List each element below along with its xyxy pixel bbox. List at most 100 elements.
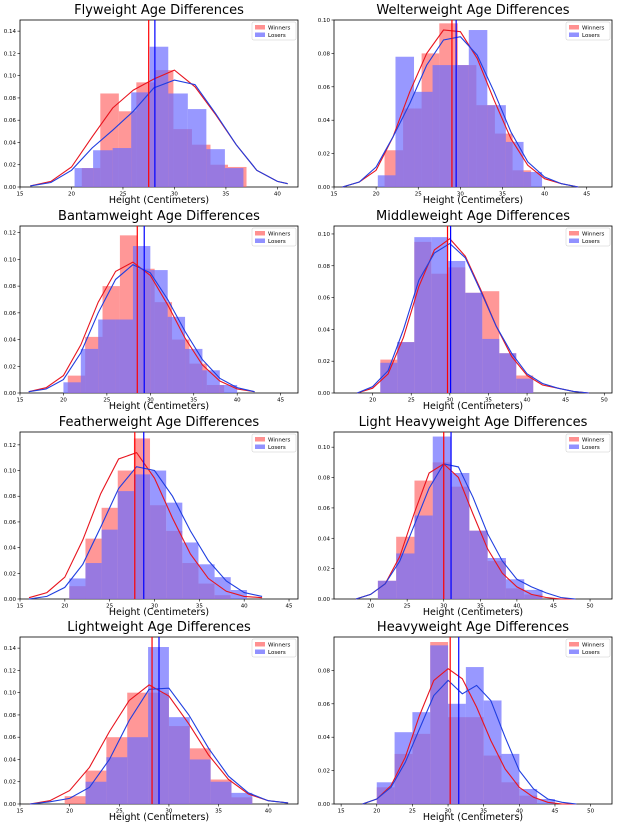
x-tick-label: 20 <box>369 398 376 404</box>
chart-panel: Light Heavyweight Age Differences 20 25 30 3… <box>314 412 619 618</box>
losers-kde-line <box>355 463 576 600</box>
legend-winners-label: Winners <box>582 642 604 648</box>
y-tick-label: 0.00 <box>318 185 331 191</box>
losers-bar <box>80 348 99 393</box>
losers-bar <box>74 168 94 187</box>
y-tick-label: 0.04 <box>4 338 17 344</box>
x-tick-label: 25 <box>415 192 422 198</box>
y-tick-label: 0.04 <box>4 757 17 763</box>
y-tick-label: 0.00 <box>318 597 331 603</box>
y-tick-label: 0.08 <box>4 713 17 719</box>
x-tick-label: 50 <box>587 604 594 610</box>
legend-winners-swatch <box>255 437 265 442</box>
winners-kde-line <box>355 463 576 600</box>
x-tick-label: 15 <box>338 809 345 815</box>
y-tick-label: 0.00 <box>4 391 17 397</box>
y-tick-label: 0.02 <box>318 769 330 775</box>
y-tick-label: 0.00 <box>318 802 331 808</box>
x-axis-label: Height (Centimeters) <box>109 812 209 822</box>
legend-losers-swatch <box>569 238 579 243</box>
y-tick-label: 0.12 <box>4 443 16 449</box>
losers-bar <box>451 472 470 599</box>
y-tick-label: 0.12 <box>4 231 16 237</box>
chart-panel: Middleweight Age Differences 20 25 30 35 40 45… <box>314 206 619 412</box>
y-tick-label: 0.06 <box>318 296 331 302</box>
x-tick-label: 40 <box>265 809 272 815</box>
x-tick-label: 30 <box>457 192 464 198</box>
legend-winners-swatch <box>569 642 579 647</box>
x-tick-label: 40 <box>241 604 248 610</box>
x-tick-label: 25 <box>409 809 416 815</box>
losers-kde-line <box>362 679 577 805</box>
legend-winners-label: Winners <box>582 437 604 443</box>
y-tick-label: 0.10 <box>4 257 17 263</box>
x-tick-label: 35 <box>215 809 222 815</box>
y-tick-label: 0.06 <box>4 735 17 741</box>
chart-panel: Heavyweight Age Differences 15 20 25 30 35 40 4… <box>314 617 619 822</box>
losers-bar <box>516 378 534 393</box>
losers-bar <box>166 502 183 599</box>
y-tick-label: 0.00 <box>4 802 17 808</box>
losers-bar <box>499 353 517 393</box>
x-axis-label: Height (Centimeters) <box>423 812 523 822</box>
losers-bar <box>131 92 150 187</box>
y-tick-label: 0.04 <box>4 546 17 552</box>
losers-kde-line <box>28 466 263 600</box>
legend-losers-label: Losers <box>268 445 286 451</box>
chart-title: Light Heavyweight Age Differences <box>359 415 588 430</box>
y-tick-label: 0.10 <box>318 232 331 238</box>
winners-kde-line <box>342 29 579 188</box>
x-axis-label: Height (Centimeters) <box>423 607 523 618</box>
legend-winners-swatch <box>255 25 265 30</box>
y-tick-label: 0.02 <box>318 152 330 158</box>
losers-bar <box>377 175 396 187</box>
losers-bar <box>150 270 168 393</box>
y-tick-label: 0.08 <box>318 476 331 482</box>
losers-bar <box>219 384 238 393</box>
x-tick-label: 20 <box>61 604 68 610</box>
y-tick-label: 0.06 <box>4 520 17 526</box>
losers-kde-line <box>342 36 579 188</box>
losers-bar <box>149 46 169 187</box>
losers-bar <box>448 703 466 804</box>
chart-title: Featherweight Age Differences <box>59 415 260 430</box>
x-tick-label: 45 <box>562 398 569 404</box>
x-tick-label: 15 <box>17 398 24 404</box>
losers-bar <box>69 578 86 599</box>
x-tick-label: 30 <box>151 604 158 610</box>
y-tick-label: 0.02 <box>4 780 16 786</box>
winners-kde-line <box>362 668 577 805</box>
y-tick-label: 0.04 <box>318 536 331 542</box>
legend-losers-swatch <box>255 444 265 449</box>
y-tick-label: 0.00 <box>4 597 17 603</box>
losers-bar <box>397 342 415 393</box>
x-axis-label: Height (Centimeters) <box>109 401 209 412</box>
x-tick-label: 45 <box>551 809 558 815</box>
x-tick-label: 25 <box>404 604 411 610</box>
losers-bar <box>168 717 190 804</box>
chart-title: Middleweight Age Differences <box>376 209 570 224</box>
losers-bar <box>168 93 188 187</box>
y-tick-label: 0.00 <box>4 185 17 191</box>
chart-svg: Heavyweight Age Differences 15 20 25 30 35 40 4… <box>318 620 613 822</box>
y-tick-label: 0.08 <box>4 96 17 102</box>
x-tick-label: 20 <box>66 809 73 815</box>
y-tick-label: 0.08 <box>4 494 17 500</box>
legend: Winners Losers <box>251 638 297 658</box>
x-tick-label: 35 <box>480 809 487 815</box>
losers-bar <box>189 759 211 804</box>
losers-bar <box>380 362 398 393</box>
y-tick-label: 0.02 <box>4 163 16 169</box>
legend-losers-swatch <box>569 444 579 449</box>
legend-winners-swatch <box>569 231 579 236</box>
losers-bar <box>483 700 502 804</box>
legend-winners-label: Winners <box>268 437 290 443</box>
legend: Winners Losers <box>251 227 297 247</box>
losers-bar <box>93 150 113 187</box>
x-tick-label: 40 <box>541 192 548 198</box>
x-tick-label: 40 <box>524 398 531 404</box>
x-tick-label: 20 <box>60 398 67 404</box>
losers-bar <box>505 579 525 599</box>
legend-losers-swatch <box>569 32 579 37</box>
